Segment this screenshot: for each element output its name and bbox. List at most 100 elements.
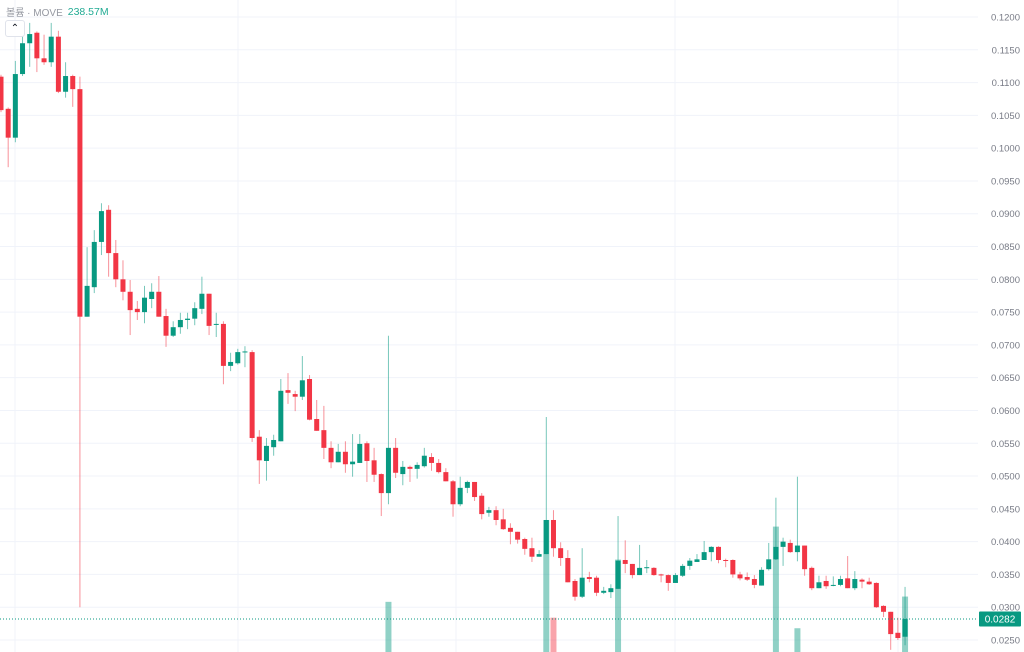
candle-body <box>48 36 54 63</box>
candle <box>716 546 721 564</box>
candle-body <box>637 567 643 576</box>
candle <box>565 550 571 583</box>
candle-body <box>192 308 198 319</box>
candle <box>271 434 277 456</box>
candle-body <box>407 466 413 469</box>
candle-body <box>0 76 4 111</box>
candle <box>378 473 384 517</box>
candle-body <box>457 487 463 505</box>
candle <box>314 399 320 431</box>
candle <box>464 480 470 494</box>
candle <box>357 434 363 463</box>
candle <box>41 34 47 65</box>
candle <box>751 575 757 589</box>
price-tick-label: 0.1100 <box>992 78 1020 89</box>
candle <box>694 554 700 562</box>
candle <box>299 356 305 400</box>
candle-body <box>213 323 219 325</box>
candle-body <box>816 582 822 589</box>
candle <box>385 335 391 505</box>
candle-body <box>773 546 779 560</box>
candle-body <box>866 581 872 585</box>
candle-body <box>515 531 521 540</box>
candle-body <box>723 559 729 561</box>
candle-body <box>845 578 851 589</box>
price-tick-label: 0.0550 <box>991 439 1020 450</box>
candle <box>77 76 83 608</box>
candle <box>479 493 485 520</box>
candle-body <box>881 605 887 612</box>
candle <box>859 578 865 589</box>
candle <box>335 443 341 463</box>
candle-body <box>558 548 564 559</box>
candle <box>185 312 191 330</box>
candle <box>601 586 607 595</box>
candle <box>543 417 549 555</box>
collapse-legend-button[interactable]: ⌃ <box>5 20 25 37</box>
candle <box>249 350 255 442</box>
candle-body <box>751 579 757 585</box>
candle-body <box>314 418 320 431</box>
price-axis[interactable]: 0.1200 0.1150 0.1100 0.1050 0.1000 0.0950 0.09… <box>991 13 1020 647</box>
candle-body <box>350 461 356 465</box>
candle-body <box>98 211 104 242</box>
current-price-value: 0.0282 <box>985 615 1016 626</box>
candle <box>902 586 908 646</box>
candle-body <box>393 447 399 473</box>
candle-body <box>716 546 721 560</box>
candle-body <box>902 619 908 637</box>
candle <box>98 203 104 256</box>
candle-body <box>63 76 69 92</box>
candle <box>113 239 119 288</box>
candle-body <box>852 579 858 589</box>
candle-body <box>263 445 269 461</box>
candle <box>63 62 69 98</box>
candle <box>572 579 578 601</box>
price-tick-label: 0.1150 <box>992 45 1020 56</box>
candle-body <box>809 567 815 589</box>
candle-body <box>436 462 442 473</box>
candle <box>594 575 600 597</box>
candle-body <box>443 472 449 482</box>
price-tick-label: 0.0300 <box>991 603 1020 614</box>
volume-value: 238.57M <box>67 5 109 18</box>
candle-body <box>400 466 406 475</box>
candle-body <box>170 327 176 336</box>
candle-body <box>665 575 671 583</box>
candle <box>830 576 836 587</box>
candle <box>500 508 506 530</box>
candle <box>637 544 643 576</box>
candle-body <box>895 632 901 639</box>
candle <box>823 575 829 589</box>
candle-body <box>672 575 678 583</box>
candle-body <box>120 279 126 292</box>
candle <box>744 572 750 581</box>
candle-body <box>780 541 786 547</box>
candle-body <box>486 510 492 513</box>
price-tick-label: 0.0900 <box>991 209 1020 220</box>
candle-body <box>873 582 879 608</box>
candle <box>149 283 155 309</box>
candle-body <box>837 579 843 585</box>
candle <box>787 539 793 553</box>
candle <box>436 459 442 474</box>
candle <box>579 548 585 599</box>
candle <box>837 575 843 587</box>
candle-body <box>385 447 391 494</box>
volume-bar <box>615 559 622 652</box>
candle <box>450 479 456 517</box>
candle <box>730 559 736 578</box>
candle <box>285 373 291 404</box>
candle-body <box>450 481 456 505</box>
candle-body <box>759 569 765 586</box>
candle-body <box>622 559 628 564</box>
candle <box>550 510 556 557</box>
candle-body <box>256 436 262 461</box>
price-tick-label: 0.0850 <box>991 242 1020 253</box>
candle <box>256 430 262 484</box>
candle <box>472 481 478 501</box>
candle-body <box>249 352 255 439</box>
candle <box>350 434 356 477</box>
price-tick-label: 0.0650 <box>991 373 1020 384</box>
